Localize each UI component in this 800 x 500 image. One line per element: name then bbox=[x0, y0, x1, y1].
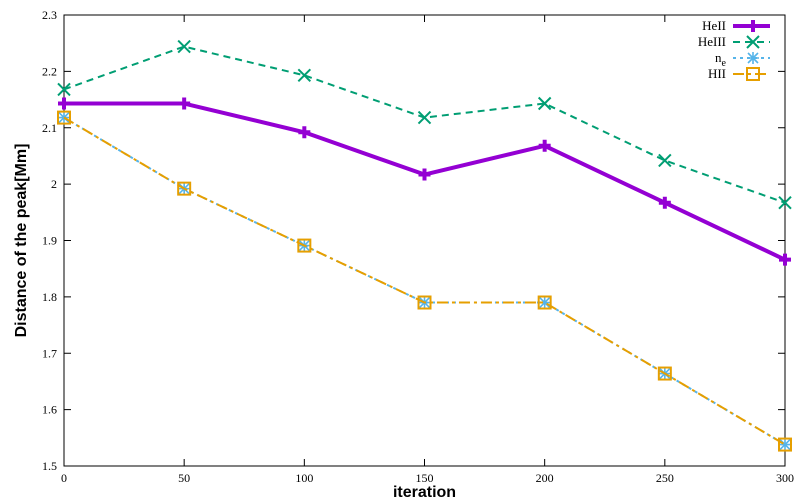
data-point-ne bbox=[779, 438, 791, 451]
y-tick-label: 2.3 bbox=[42, 8, 57, 22]
legend-label-text: n bbox=[715, 50, 722, 65]
series-heiii bbox=[57, 39, 792, 210]
data-point-heiii bbox=[537, 96, 552, 111]
series-line-ne bbox=[63, 116, 786, 446]
data-point-heiii bbox=[658, 153, 672, 168]
data-point-hii bbox=[537, 295, 552, 310]
legend-label-text: HII bbox=[708, 66, 726, 81]
legend-label: HeII bbox=[702, 18, 726, 33]
x-tick-label: 100 bbox=[295, 471, 313, 485]
legend-item-heii: HeII bbox=[702, 18, 770, 33]
plot-axes: 0 50 100 150 200 250 300 1.5 1.6 1.7 1.8 1.9 2 2.1 2.2… bbox=[42, 8, 794, 485]
y-tick-label: 1.9 bbox=[42, 234, 57, 248]
plot-frame bbox=[63, 14, 786, 467]
legend-marker bbox=[746, 67, 760, 81]
x-tick-label: 300 bbox=[776, 471, 794, 485]
data-point-heiii bbox=[297, 68, 312, 83]
series-layer bbox=[57, 39, 792, 452]
legend-marker bbox=[747, 20, 759, 32]
legend-label: HeIII bbox=[698, 34, 726, 49]
data-point-hii bbox=[177, 181, 192, 196]
data-point-heii bbox=[779, 253, 791, 266]
y-axis-title: Distance of the peak[Mm] bbox=[13, 144, 30, 338]
data-point-hii bbox=[297, 238, 312, 253]
legend-marker bbox=[747, 52, 759, 64]
data-point-ne bbox=[58, 111, 70, 124]
legend-label-text: HeIII bbox=[698, 34, 726, 49]
data-point-heiii bbox=[57, 82, 71, 97]
legend-label: ne bbox=[715, 50, 727, 69]
data-point-heii bbox=[658, 196, 671, 209]
data-point-hii bbox=[57, 110, 71, 125]
data-point-heii bbox=[178, 97, 191, 110]
data-point-hii bbox=[778, 437, 792, 452]
y-tick-label: 1.6 bbox=[42, 403, 57, 417]
x-axis-title: iteration bbox=[393, 484, 456, 500]
y-tick-label: 1.7 bbox=[42, 346, 57, 360]
legend-item-ne: ne bbox=[715, 50, 770, 69]
data-point-heii bbox=[538, 139, 551, 152]
data-point-heiii bbox=[177, 39, 191, 54]
series-line-hii bbox=[63, 116, 786, 446]
series-heii bbox=[58, 97, 791, 266]
legend-item-hii: HII bbox=[708, 66, 770, 81]
y-tick-label: 2.1 bbox=[42, 121, 57, 135]
data-point-heiii bbox=[778, 196, 792, 210]
data-point-ne bbox=[538, 296, 551, 309]
x-tick-label: 250 bbox=[656, 471, 674, 485]
data-point-heii bbox=[418, 168, 431, 181]
data-point-hii bbox=[657, 366, 672, 381]
legend-marker bbox=[746, 35, 760, 49]
legend-item-heiii: HeIII bbox=[698, 34, 770, 49]
series-ne bbox=[58, 111, 791, 451]
legend-label-text: HeII bbox=[702, 18, 726, 33]
x-tick-label: 50 bbox=[178, 471, 190, 485]
x-tick-label: 200 bbox=[536, 471, 554, 485]
legend-label: HII bbox=[708, 66, 726, 81]
y-tick-label: 1.5 bbox=[42, 459, 57, 473]
data-point-heii bbox=[58, 97, 70, 110]
data-point-heiii bbox=[417, 110, 432, 125]
data-point-hii bbox=[417, 295, 432, 310]
data-point-heii bbox=[298, 126, 311, 139]
series-hii bbox=[57, 110, 792, 452]
x-tick-label: 150 bbox=[416, 471, 434, 485]
y-tick-label: 1.8 bbox=[42, 290, 57, 304]
legend-label-subscript: e bbox=[722, 58, 727, 69]
y-tick-label: 2.2 bbox=[42, 64, 57, 78]
x-tick-label: 0 bbox=[61, 471, 67, 485]
y-tick-label: 2 bbox=[51, 177, 57, 191]
